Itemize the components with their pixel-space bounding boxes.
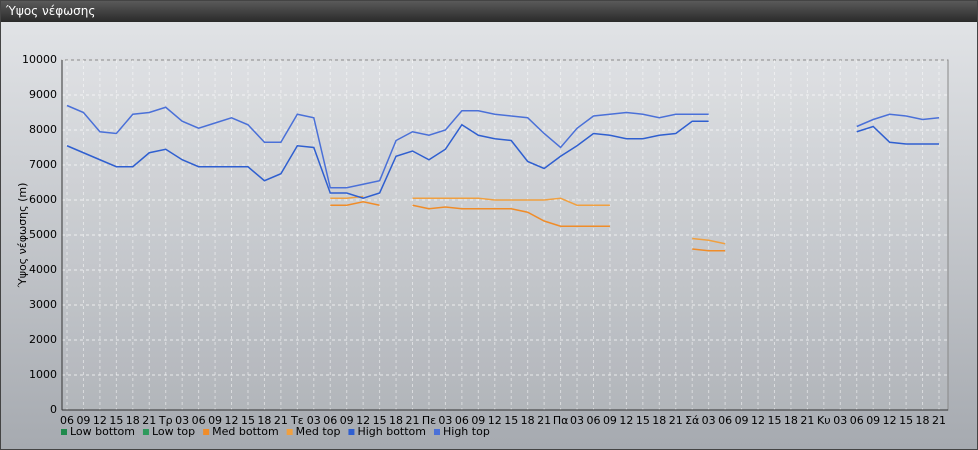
legend-label: Med top [296,425,341,438]
x-tick-label: 15 [899,414,913,427]
series-line [66,120,939,200]
series-line [330,200,726,252]
y-tick-label: 4000 [29,263,57,276]
x-tick-label: 21 [406,414,420,427]
chart: Ύψος νέφωσης (m) 0 1000 2000 3000 4000 5000 60… [16,53,949,438]
x-tick-label: 09 [340,414,354,427]
x-tick-label: 18 [257,414,271,427]
x-tick-label: 15 [767,414,781,427]
x-tick-label: Κυ [817,414,831,427]
legend-swatch [286,429,293,435]
x-tick-label: 06 [192,414,206,427]
x-tick-label: 15 [504,414,518,427]
panel-title: Ύψος νέφωσης [1,1,977,22]
x-tick-label: 03 [307,414,321,427]
legend-swatch [61,429,67,435]
y-tick-label: 2000 [29,333,57,346]
x-tick-label: 21 [669,414,683,427]
x-tick-label: 03 [438,414,452,427]
x-tick-label: 06 [60,414,74,427]
legend-swatch [142,429,149,435]
x-tick-label: 12 [883,414,897,427]
x-tick-label: 21 [800,414,814,427]
y-tick-label: 9000 [29,88,57,101]
x-tick-label: 03 [702,414,716,427]
x-tick-label: 12 [488,414,502,427]
legend-label: Med bottom [212,425,279,438]
y-tick-label: 3000 [29,298,57,311]
x-tick-label: 09 [76,414,90,427]
x-tick-label: 12 [619,414,633,427]
legend-label: High top [443,425,490,438]
x-tick-label: 09 [866,414,880,427]
x-tick-label: 15 [373,414,387,427]
x-tick-label: 03 [833,414,847,427]
y-tick-label: 0 [50,403,57,416]
y-axis-label: Ύψος νέφωσης (m) [16,183,29,289]
x-tick-label: 18 [652,414,666,427]
x-tick-label: 09 [735,414,749,427]
x-tick-label: Πε [422,414,436,427]
x-tick-label: 12 [225,414,239,427]
legend-swatch [434,429,440,435]
x-tick-label: 06 [718,414,732,427]
y-tick-label: 8000 [29,123,57,136]
x-tick-label: 12 [751,414,765,427]
x-tick-label: 09 [603,414,617,427]
x-tick-label: 06 [586,414,600,427]
y-tick-label: 5000 [29,228,57,241]
x-tick-label: 18 [126,414,140,427]
x-tick-label: 18 [784,414,798,427]
legend-swatch [203,429,210,435]
legend-swatch [348,429,355,435]
x-tick-label: Τε [290,414,304,427]
x-tick-label: 21 [142,414,156,427]
legend-label: Low bottom [70,425,135,438]
x-tick-label: Πα [553,414,569,427]
x-tick-label: 21 [932,414,946,427]
x-tick-label: 03 [570,414,584,427]
x-tick-label: Σά [685,414,699,427]
x-tick-label: 21 [537,414,551,427]
x-tick-label: 06 [323,414,337,427]
legend-label: Low top [152,425,195,438]
x-tick-label: 15 [109,414,123,427]
x-tick-label: 21 [274,414,288,427]
x-tick-label: 12 [356,414,370,427]
x-tick-label: 09 [208,414,222,427]
y-tick-label: 7000 [29,158,57,171]
x-tick-label: 12 [93,414,107,427]
x-tick-label: Τρ [158,414,173,427]
x-tick-label: 06 [850,414,864,427]
x-tick-label: 18 [389,414,403,427]
y-tick-label: 6000 [29,193,57,206]
y-tick-label: 1000 [29,368,57,381]
y-tick-label: 10000 [22,53,57,66]
x-tick-label: 15 [241,414,255,427]
x-tick-label: 18 [521,414,535,427]
legend-label: High bottom [357,425,426,438]
x-tick-label: 18 [916,414,930,427]
x-tick-label: 03 [175,414,189,427]
series-line [66,104,940,189]
x-tick-label: 06 [455,414,469,427]
x-tick-label: 09 [471,414,485,427]
x-tick-label: 15 [636,414,650,427]
